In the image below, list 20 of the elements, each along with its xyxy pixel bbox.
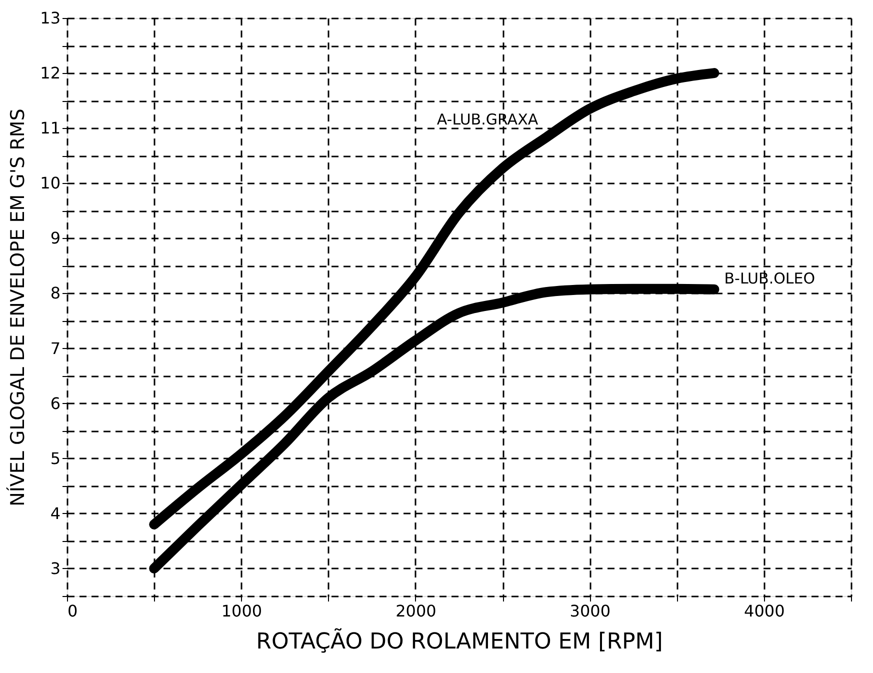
y-tick-label: 5	[50, 448, 60, 468]
y-tick-label: 9	[50, 228, 60, 248]
y-tick-label: 6	[50, 394, 60, 413]
series-label: A-LUB.GRAXA	[436, 110, 539, 128]
x-tick-label: 1000	[221, 602, 262, 620]
y-tick-label: 7	[50, 338, 60, 358]
series-label: B-LUB.OLEO	[724, 269, 816, 288]
y-axis-title: NÍVEL GLOGAL DE ENVELOPE EM G'S RMS	[6, 108, 30, 506]
y-tick-label: 4	[50, 504, 60, 523]
x-tick-label: 4000	[744, 602, 785, 620]
x-axis-title: ROTAÇÃO DO ROLAMENTO EM [RPM]	[256, 628, 663, 654]
y-tick-label: 3	[50, 558, 60, 578]
y-tick-label: 11	[40, 118, 60, 138]
y-tick-label: 13	[40, 8, 60, 28]
x-tick-label: 0	[68, 602, 78, 620]
x-tick-label: 2000	[396, 602, 436, 620]
x-tick-label: 3000	[570, 602, 611, 620]
y-tick-label: 10	[40, 174, 60, 193]
y-tick-label: 8	[50, 284, 60, 303]
y-tick-label: 12	[40, 64, 60, 83]
